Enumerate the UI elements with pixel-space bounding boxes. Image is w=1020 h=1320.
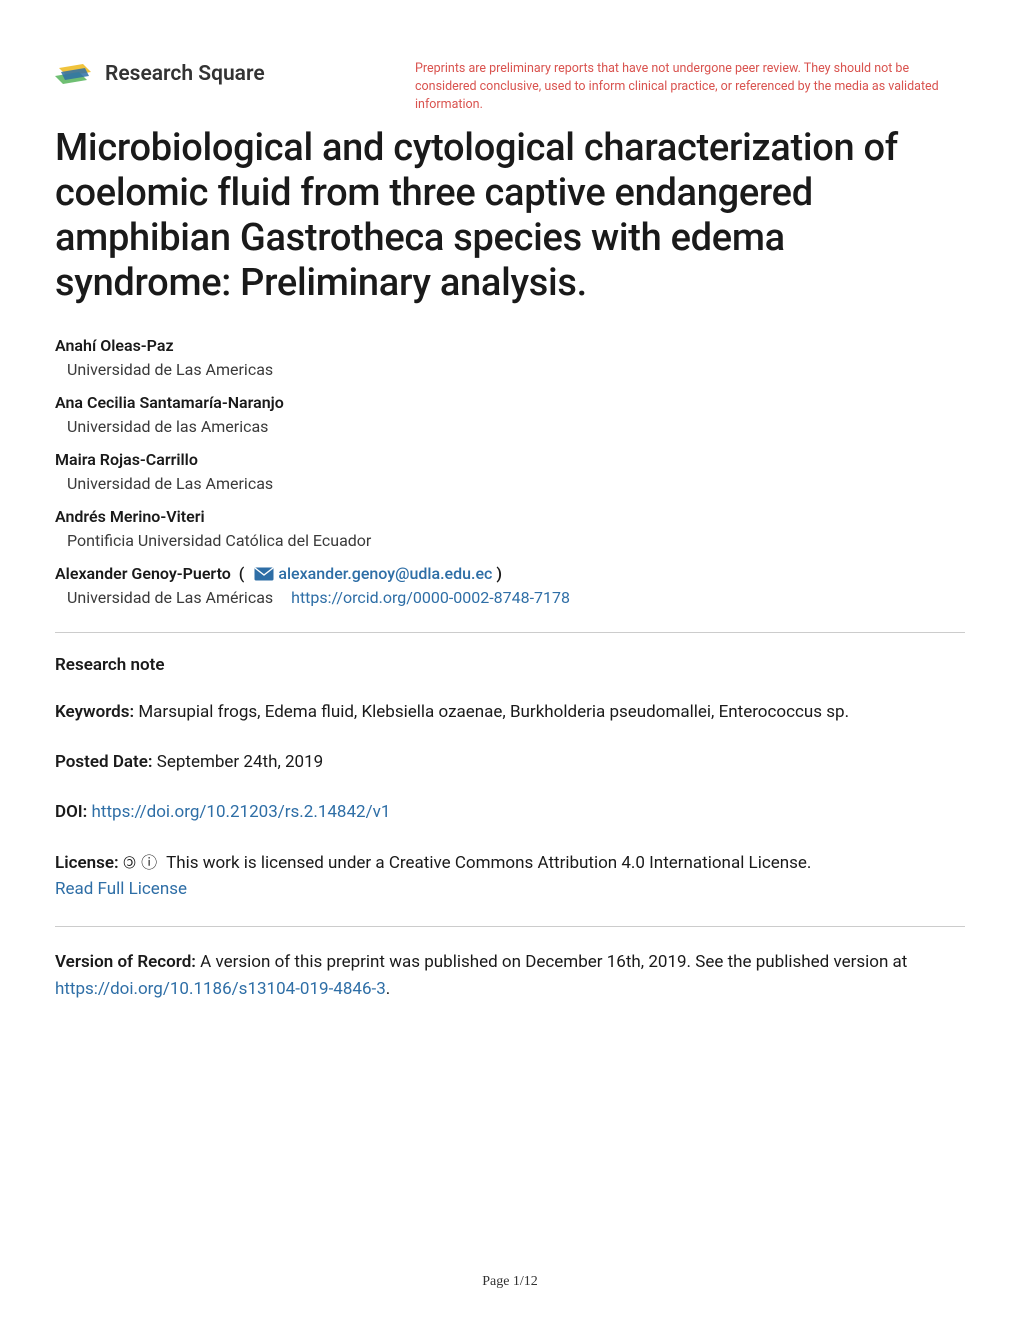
divider xyxy=(55,632,965,633)
author-name: Anahí Oleas-Paz xyxy=(55,334,965,358)
corresponding-author-entry: Alexander Genoy-Puerto ( alexander.genoy… xyxy=(55,562,965,610)
author-affiliation: Pontificia Universidad Católica del Ecua… xyxy=(55,529,965,553)
keywords-label: Keywords: xyxy=(55,702,134,722)
author-affiliation: Universidad de Las Americas xyxy=(55,358,965,382)
author-entry: Anahí Oleas-Paz Universidad de Las Ameri… xyxy=(55,334,965,382)
author-affiliation: Universidad de Las Americas xyxy=(55,472,965,496)
author-entry: Andrés Merino-Viteri Pontificia Universi… xyxy=(55,505,965,553)
author-affiliation: Universidad de Las Américas xyxy=(67,588,273,607)
version-text: A version of this preprint was published… xyxy=(200,952,907,972)
corresponding-email-link[interactable]: alexander.genoy@udla.edu.ec xyxy=(278,562,492,586)
research-square-logo-icon xyxy=(55,60,95,88)
version-row: Version of Record: A version of this pre… xyxy=(55,949,965,1002)
logo-section: Research Square xyxy=(55,60,365,88)
orcid-link[interactable]: https://orcid.org/0000-0002-8748-7178 xyxy=(291,588,570,607)
posted-date-row: Posted Date: September 24th, 2019 xyxy=(55,749,965,775)
license-label: License: xyxy=(55,853,119,873)
email-icon xyxy=(254,567,274,581)
paren-open: ( xyxy=(231,562,245,586)
authors-list: Anahí Oleas-Paz Universidad de Las Ameri… xyxy=(55,334,965,610)
article-title: Microbiological and cytological characte… xyxy=(55,126,965,305)
header: Research Square Preprints are preliminar… xyxy=(55,60,965,114)
page-number: Page 1/12 xyxy=(0,1274,1020,1290)
corresponding-affiliation-row: Universidad de Las Américas https://orci… xyxy=(55,586,965,610)
doi-link[interactable]: https://doi.org/10.21203/rs.2.14842/v1 xyxy=(92,802,391,822)
author-affiliation: Universidad de las Americas xyxy=(55,415,965,439)
keywords-value: Marsupial frogs, Edema fluid, Klebsiella… xyxy=(138,702,849,722)
author-name: Alexander Genoy-Puerto xyxy=(55,562,231,586)
doi-row: DOI: https://doi.org/10.21203/rs.2.14842… xyxy=(55,799,965,825)
keywords-row: Keywords: Marsupial frogs, Edema fluid, … xyxy=(55,699,965,725)
author-name: Andrés Merino-Viteri xyxy=(55,505,965,529)
version-text-end: . xyxy=(386,979,390,999)
article-type: Research note xyxy=(55,655,965,675)
license-text: This work is licensed under a Creative C… xyxy=(166,853,811,873)
read-license-link[interactable]: Read Full License xyxy=(55,879,187,899)
posted-date-value: September 24th, 2019 xyxy=(157,752,324,772)
divider xyxy=(55,926,965,927)
doi-label: DOI: xyxy=(55,802,87,822)
version-label: Version of Record: xyxy=(55,952,196,972)
brand-name: Research Square xyxy=(105,62,265,86)
author-entry: Ana Cecilia Santamaría-Naranjo Universid… xyxy=(55,391,965,439)
author-entry: Maira Rojas-Carrillo Universidad de Las … xyxy=(55,448,965,496)
author-name: Ana Cecilia Santamaría-Naranjo xyxy=(55,391,965,415)
version-link[interactable]: https://doi.org/10.1186/s13104-019-4846-… xyxy=(55,979,386,999)
by-icon: ⓘ xyxy=(141,853,158,872)
cc-icon: 🄯 xyxy=(123,853,137,872)
disclaimer-text: Preprints are preliminary reports that h… xyxy=(365,60,965,114)
paren-close: ) xyxy=(492,562,502,586)
author-name: Maira Rojas-Carrillo xyxy=(55,448,965,472)
license-row: License: 🄯ⓘ This work is licensed under … xyxy=(55,850,965,903)
posted-date-label: Posted Date: xyxy=(55,752,153,772)
corresponding-author-name-row: Alexander Genoy-Puerto ( alexander.genoy… xyxy=(55,562,502,586)
